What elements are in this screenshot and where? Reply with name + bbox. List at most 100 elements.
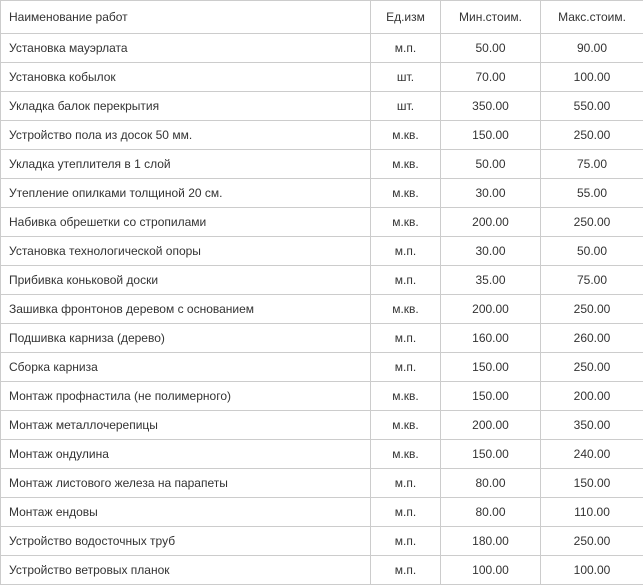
header-unit: Ед.изм: [371, 1, 441, 34]
cell-min: 100.00: [441, 556, 541, 585]
cell-min: 150.00: [441, 382, 541, 411]
cell-unit: м.п.: [371, 266, 441, 295]
cell-unit: м.п.: [371, 469, 441, 498]
table-row: Сборка карнизам.п.150.00250.00: [1, 353, 643, 382]
cell-name: Сборка карниза: [1, 353, 371, 382]
cell-max: 550.00: [541, 92, 643, 121]
cell-min: 70.00: [441, 63, 541, 92]
price-table-body: Установка мауэрлатам.п.50.0090.00Установ…: [1, 34, 643, 585]
cell-unit: м.п.: [371, 527, 441, 556]
header-max: Макс.стоим.: [541, 1, 643, 34]
table-row: Монтаж листового железа на парапетым.п.8…: [1, 469, 643, 498]
cell-unit: м.кв.: [371, 440, 441, 469]
table-row: Монтаж профнастила (не полимерного)м.кв.…: [1, 382, 643, 411]
cell-max: 250.00: [541, 208, 643, 237]
cell-name: Устройство пола из досок 50 мм.: [1, 121, 371, 150]
table-row: Укладка балок перекрытияшт.350.00550.00: [1, 92, 643, 121]
cell-min: 180.00: [441, 527, 541, 556]
cell-unit: шт.: [371, 92, 441, 121]
table-row: Установка технологической опорым.п.30.00…: [1, 237, 643, 266]
cell-name: Монтаж металлочерепицы: [1, 411, 371, 440]
cell-name: Монтаж профнастила (не полимерного): [1, 382, 371, 411]
cell-min: 350.00: [441, 92, 541, 121]
cell-max: 260.00: [541, 324, 643, 353]
table-row: Устройство водосточных трубм.п.180.00250…: [1, 527, 643, 556]
cell-name: Устройство водосточных труб: [1, 527, 371, 556]
cell-name: Монтаж ендовы: [1, 498, 371, 527]
cell-name: Прибивка коньковой доски: [1, 266, 371, 295]
table-row: Устройство ветровых планокм.п.100.00100.…: [1, 556, 643, 585]
cell-max: 75.00: [541, 150, 643, 179]
table-row: Установка кобылокшт.70.00100.00: [1, 63, 643, 92]
table-row: Монтаж металлочерепицым.кв.200.00350.00: [1, 411, 643, 440]
cell-unit: м.кв.: [371, 295, 441, 324]
cell-unit: м.п.: [371, 237, 441, 266]
cell-min: 80.00: [441, 469, 541, 498]
table-row: Утепление опилками толщиной 20 см.м.кв.3…: [1, 179, 643, 208]
cell-unit: м.кв.: [371, 150, 441, 179]
table-row: Зашивка фронтонов деревом с основаниемм.…: [1, 295, 643, 324]
cell-max: 90.00: [541, 34, 643, 63]
cell-min: 200.00: [441, 208, 541, 237]
price-table: Наименование работ Ед.изм Мин.стоим. Мак…: [0, 0, 643, 585]
cell-min: 160.00: [441, 324, 541, 353]
cell-max: 240.00: [541, 440, 643, 469]
cell-max: 75.00: [541, 266, 643, 295]
cell-min: 50.00: [441, 34, 541, 63]
cell-max: 110.00: [541, 498, 643, 527]
cell-unit: м.п.: [371, 324, 441, 353]
table-row: Подшивка карниза (дерево)м.п.160.00260.0…: [1, 324, 643, 353]
cell-name: Утепление опилками толщиной 20 см.: [1, 179, 371, 208]
price-table-head: Наименование работ Ед.изм Мин.стоим. Мак…: [1, 1, 643, 34]
cell-name: Набивка обрешетки со стропилами: [1, 208, 371, 237]
cell-max: 150.00: [541, 469, 643, 498]
cell-unit: м.кв.: [371, 208, 441, 237]
cell-name: Укладка балок перекрытия: [1, 92, 371, 121]
header-name: Наименование работ: [1, 1, 371, 34]
cell-min: 150.00: [441, 440, 541, 469]
cell-name: Монтаж листового железа на парапеты: [1, 469, 371, 498]
cell-max: 200.00: [541, 382, 643, 411]
cell-min: 200.00: [441, 411, 541, 440]
cell-min: 30.00: [441, 237, 541, 266]
cell-name: Монтаж ондулина: [1, 440, 371, 469]
cell-max: 250.00: [541, 295, 643, 324]
table-row: Набивка обрешетки со стропиламим.кв.200.…: [1, 208, 643, 237]
cell-min: 150.00: [441, 353, 541, 382]
table-row: Устройство пола из досок 50 мм.м.кв.150.…: [1, 121, 643, 150]
cell-name: Укладка утеплителя в 1 слой: [1, 150, 371, 179]
cell-max: 250.00: [541, 121, 643, 150]
cell-name: Устройство ветровых планок: [1, 556, 371, 585]
cell-max: 250.00: [541, 353, 643, 382]
price-table-page: Наименование работ Ед.изм Мин.стоим. Мак…: [0, 0, 643, 585]
cell-max: 250.00: [541, 527, 643, 556]
cell-unit: шт.: [371, 63, 441, 92]
cell-unit: м.п.: [371, 353, 441, 382]
cell-unit: м.п.: [371, 34, 441, 63]
cell-name: Подшивка карниза (дерево): [1, 324, 371, 353]
cell-min: 200.00: [441, 295, 541, 324]
cell-max: 50.00: [541, 237, 643, 266]
cell-max: 55.00: [541, 179, 643, 208]
cell-unit: м.кв.: [371, 121, 441, 150]
cell-name: Установка мауэрлата: [1, 34, 371, 63]
header-row: Наименование работ Ед.изм Мин.стоим. Мак…: [1, 1, 643, 34]
cell-max: 350.00: [541, 411, 643, 440]
cell-name: Установка кобылок: [1, 63, 371, 92]
cell-min: 150.00: [441, 121, 541, 150]
cell-max: 100.00: [541, 556, 643, 585]
cell-name: Установка технологической опоры: [1, 237, 371, 266]
table-row: Установка мауэрлатам.п.50.0090.00: [1, 34, 643, 63]
cell-min: 80.00: [441, 498, 541, 527]
cell-max: 100.00: [541, 63, 643, 92]
cell-min: 35.00: [441, 266, 541, 295]
cell-min: 50.00: [441, 150, 541, 179]
cell-min: 30.00: [441, 179, 541, 208]
cell-unit: м.кв.: [371, 179, 441, 208]
cell-name: Зашивка фронтонов деревом с основанием: [1, 295, 371, 324]
table-row: Укладка утеплителя в 1 слойм.кв.50.0075.…: [1, 150, 643, 179]
table-row: Монтаж ондулинам.кв.150.00240.00: [1, 440, 643, 469]
cell-unit: м.кв.: [371, 382, 441, 411]
header-min: Мин.стоим.: [441, 1, 541, 34]
cell-unit: м.кв.: [371, 411, 441, 440]
